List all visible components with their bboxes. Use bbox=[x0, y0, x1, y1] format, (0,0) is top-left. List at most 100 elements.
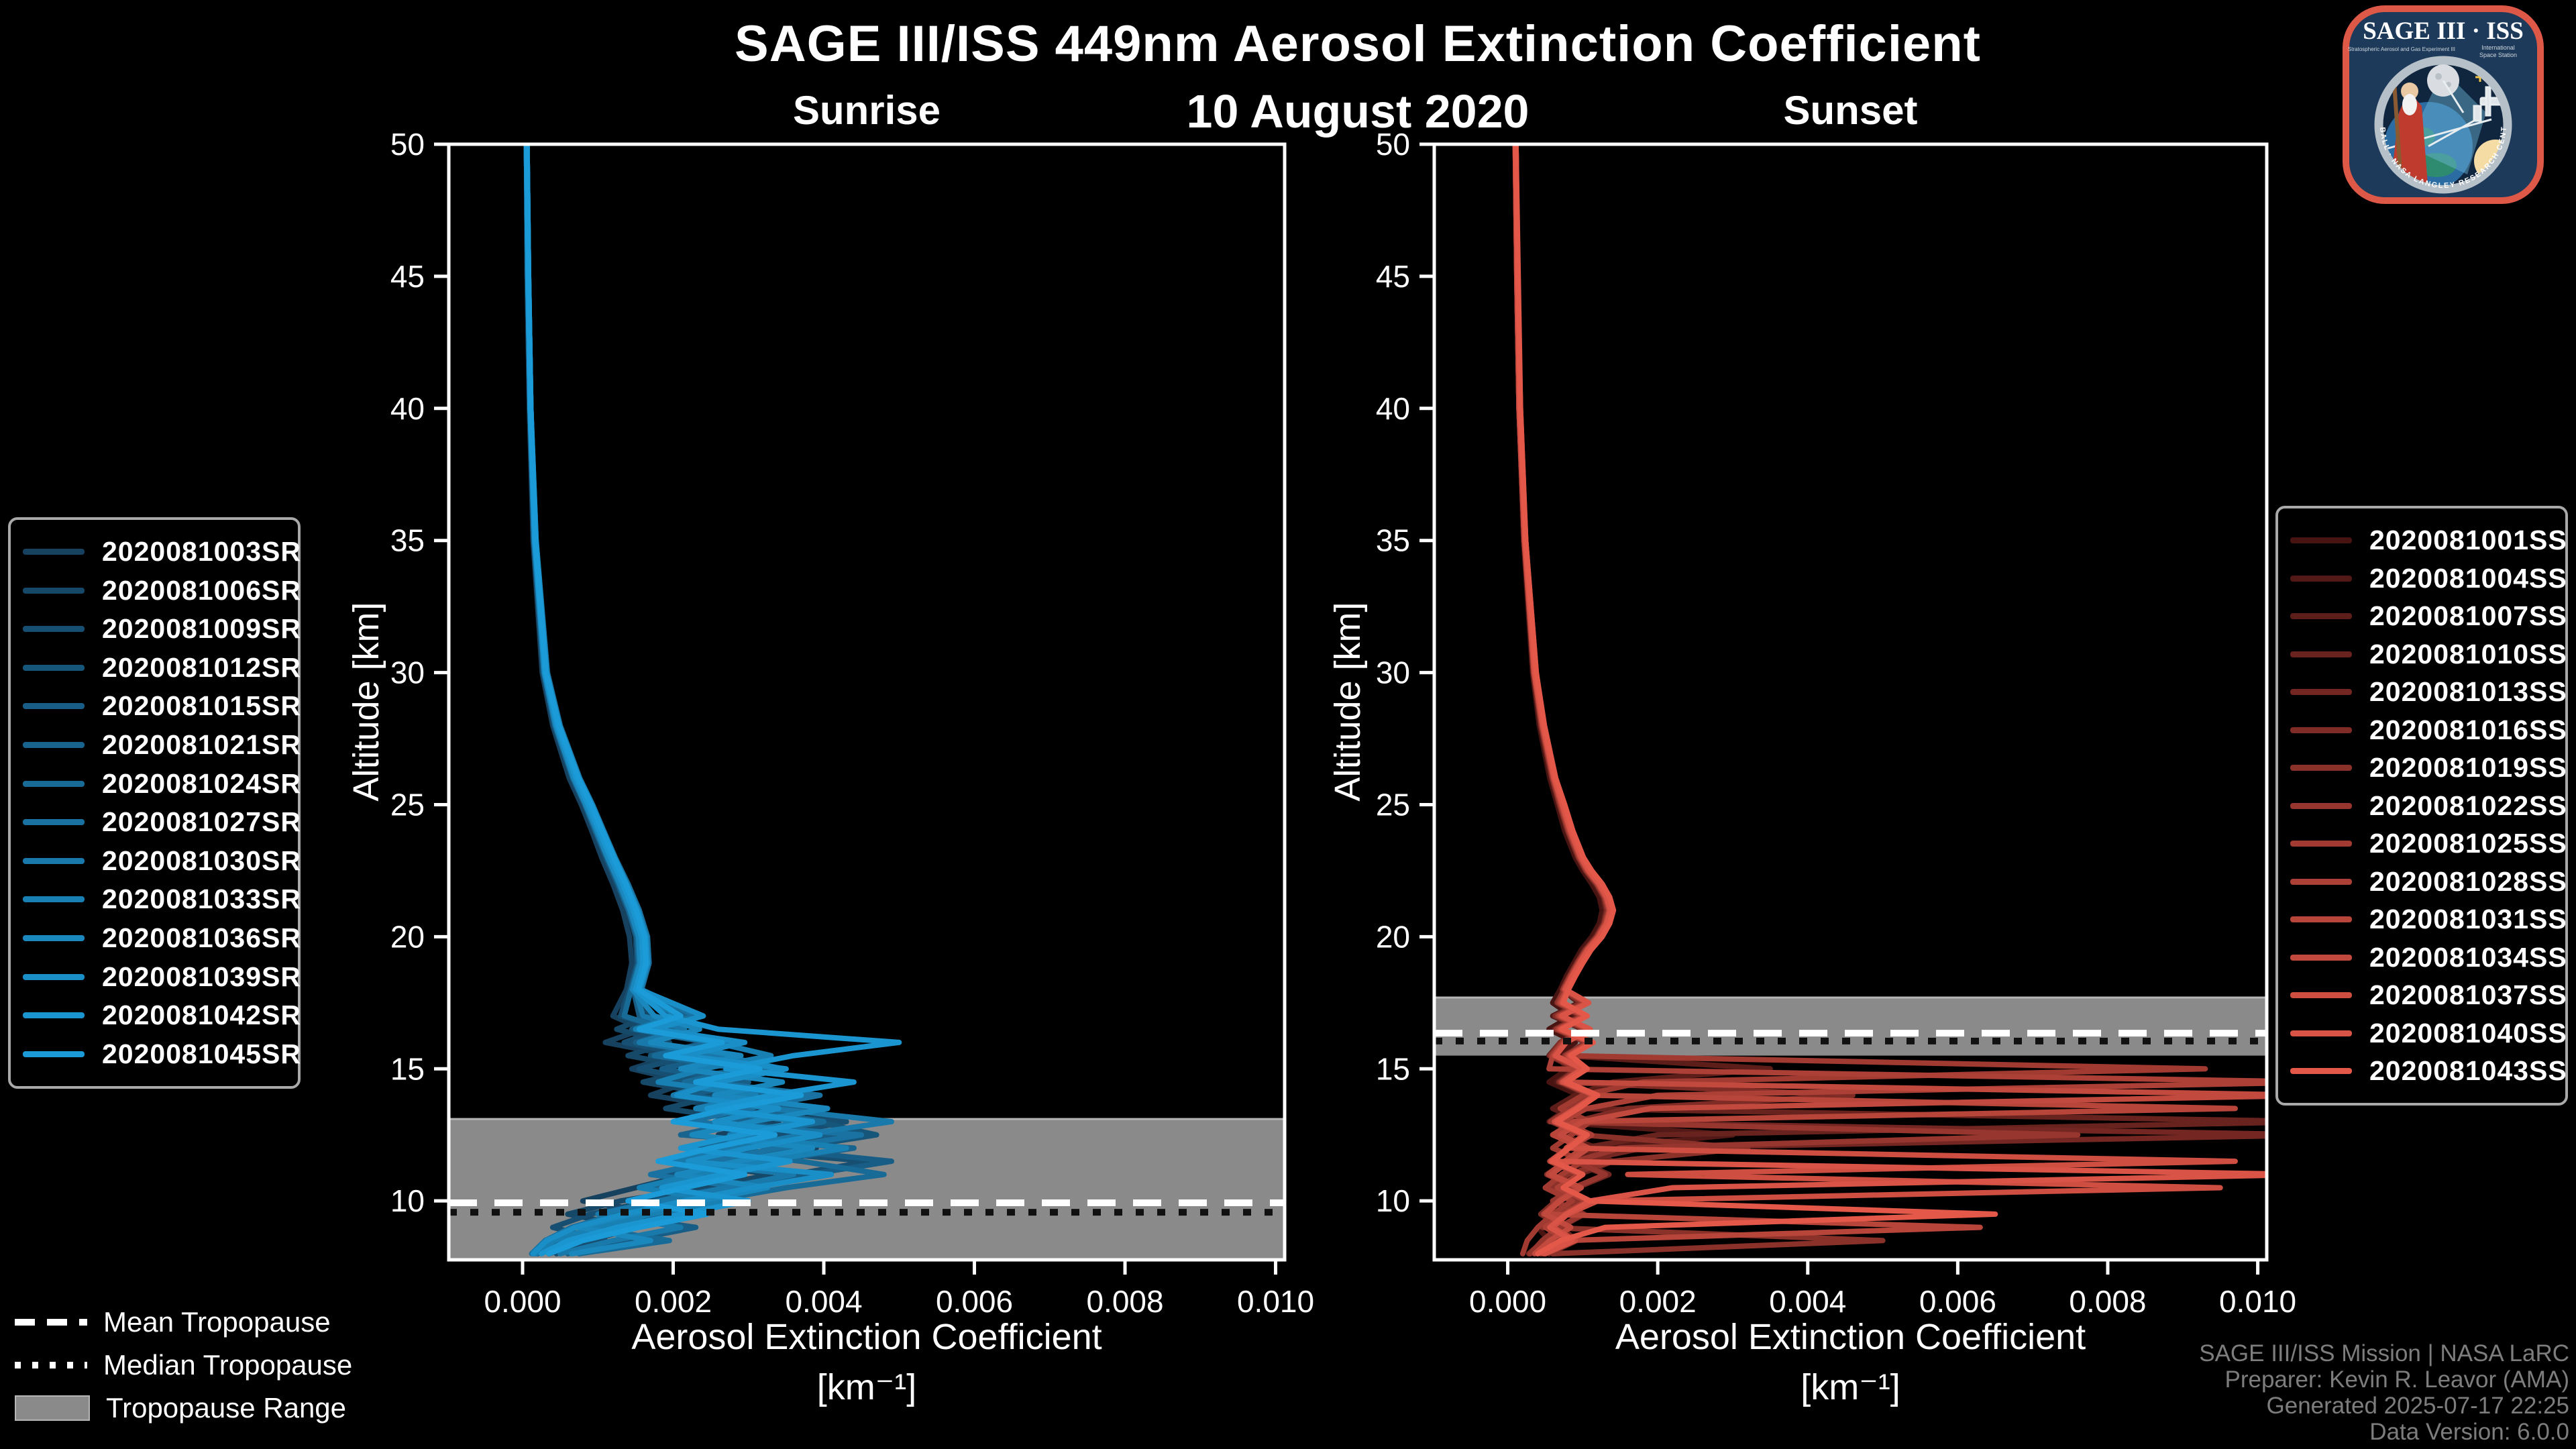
legend-item-label: 2020081016SS bbox=[2369, 714, 2567, 745]
x-tick-label: 0.000 bbox=[1469, 1284, 1546, 1319]
legend-line-swatch bbox=[2290, 954, 2352, 961]
legend-line-swatch bbox=[23, 549, 85, 555]
legend-line-swatch bbox=[23, 742, 85, 749]
legend-item: 2020081033SR bbox=[23, 883, 301, 915]
credit-line-generated: Generated 2025-07-17 22:25 bbox=[2266, 1393, 2569, 1419]
y-tick-label: 10 bbox=[390, 1183, 425, 1218]
legend-item-label: 2020081019SS bbox=[2369, 752, 2567, 783]
legend-item: 2020081024SR bbox=[23, 768, 301, 800]
legend-item-label: 2020081034SS bbox=[2369, 941, 2567, 973]
legend-item-label: 2020081039SR bbox=[102, 961, 301, 992]
legend-item-label: 2020081036SR bbox=[102, 922, 301, 954]
sunrise-plot-frame bbox=[447, 142, 1287, 1262]
sunrise-profile-lines bbox=[523, 144, 902, 1256]
x-tick-label: 0.002 bbox=[1619, 1284, 1697, 1319]
legend-item-label: 2020081042SR bbox=[102, 1000, 301, 1031]
y-tick-label: 15 bbox=[1376, 1051, 1410, 1086]
credit-line-version: Data Version: 6.0.0 bbox=[2369, 1419, 2569, 1445]
patch-subtitle-right-2: Space Station bbox=[2479, 52, 2517, 58]
credit-line-preparer: Preparer: Kevin R. Leavor (AMA) bbox=[2224, 1366, 2569, 1393]
legend-item-label: 2020081025SS bbox=[2369, 828, 2567, 859]
legend-line-swatch bbox=[2290, 651, 2352, 657]
legend-item: 2020081013SS bbox=[2290, 676, 2567, 708]
patch-subtitle-right-1: International bbox=[2481, 44, 2515, 51]
x-tick-label: 0.008 bbox=[1086, 1284, 1163, 1319]
x-tick-label: 0.004 bbox=[785, 1284, 862, 1319]
legend-item: 2020081010SS bbox=[2290, 639, 2567, 670]
y-tick-label: 45 bbox=[1376, 259, 1410, 294]
legend-line-swatch bbox=[23, 780, 85, 787]
legend-item-label: 2020081015SR bbox=[102, 690, 301, 722]
sunset-panel-title: Sunset bbox=[1783, 88, 1918, 133]
tropopause-legend-item: Tropopause Range bbox=[15, 1392, 352, 1424]
sunset-profile-lines bbox=[1512, 144, 2267, 1256]
sunrise-events-legend: 2020081003SR 2020081006SR 2020081009SR 2020… bbox=[8, 517, 301, 1089]
y-tick-label: 20 bbox=[390, 919, 425, 954]
legend-item: 2020081037SS bbox=[2290, 979, 2567, 1011]
legend-item-label: 2020081007SS bbox=[2369, 600, 2567, 631]
legend-line-swatch bbox=[23, 896, 85, 903]
legend-line-swatch bbox=[23, 587, 85, 594]
legend-item: 2020081028SS bbox=[2290, 866, 2567, 898]
x-tick-label: 0.006 bbox=[936, 1284, 1013, 1319]
legend-line-swatch bbox=[23, 857, 85, 864]
sunset-y-axis-label: Altitude [km] bbox=[1328, 602, 1368, 802]
y-tick-label: 25 bbox=[390, 787, 425, 822]
credits-block: SAGE III/ISS Mission | NASA LaRC Prepare… bbox=[2199, 1340, 2569, 1445]
legend-item: 2020081022SS bbox=[2290, 790, 2567, 822]
y-tick-label: 15 bbox=[390, 1051, 425, 1086]
profile-line-2020081001SS bbox=[1512, 144, 1605, 1256]
legend-item-label: 2020081009SR bbox=[102, 613, 301, 645]
y-tick-label: 30 bbox=[390, 655, 425, 690]
legend-line-swatch bbox=[2290, 613, 2352, 619]
y-tick-label: 50 bbox=[390, 127, 425, 162]
patch-subtitle-left: Stratospheric Aerosol and Gas Experiment… bbox=[2348, 46, 2455, 52]
legend-item: 2020081019SS bbox=[2290, 752, 2567, 784]
legend-item-label: 2020081021SR bbox=[102, 729, 301, 761]
x-tick-label: 0.008 bbox=[2069, 1284, 2146, 1319]
panel-sunset: 0.000 0.002 0.004 0.006 0.008 0.010 50 45 40 35 30… bbox=[1376, 127, 2296, 1319]
legend-item-label: 2020081022SS bbox=[2369, 790, 2567, 821]
legend-item: 2020081025SS bbox=[2290, 828, 2567, 859]
tropopause-legend-label: Mean Tropopause bbox=[103, 1306, 331, 1338]
profile-line-2020081033SR bbox=[524, 144, 849, 1256]
sunset-x-axis-label: Aerosol Extinction Coefficient bbox=[1615, 1317, 2086, 1357]
sunset-plot-frame bbox=[1432, 142, 2269, 1262]
x-tick-label: 0.004 bbox=[1769, 1284, 1846, 1319]
legend-item-label: 2020081024SR bbox=[102, 767, 301, 799]
legend-line-swatch bbox=[23, 973, 85, 980]
sunset-x-axis-units: [km⁻¹] bbox=[1801, 1367, 1900, 1407]
patch-title: SAGE III · ISS bbox=[2363, 17, 2524, 45]
legend-item: 2020081001SS bbox=[2290, 525, 2567, 556]
legend-line-swatch bbox=[23, 819, 85, 826]
x-tick-label: 0.002 bbox=[635, 1284, 712, 1319]
x-tick-label: 0.006 bbox=[1919, 1284, 1996, 1319]
legend-item: 2020081007SS bbox=[2290, 600, 2567, 632]
legend-item: 2020081015SR bbox=[23, 690, 301, 722]
legend-item-label: 2020081003SR bbox=[102, 536, 301, 567]
legend-line-swatch bbox=[2290, 1030, 2352, 1036]
legend-item: 2020081043SS bbox=[2290, 1055, 2567, 1087]
tropopause-legend-item: Mean Tropopause bbox=[15, 1306, 352, 1338]
y-tick-label: 40 bbox=[390, 391, 425, 426]
legend-item: 2020081040SS bbox=[2290, 1018, 2567, 1049]
x-tick-label: 0.000 bbox=[484, 1284, 561, 1319]
y-tick-label: 50 bbox=[1376, 127, 1410, 162]
legend-item-label: 2020081006SR bbox=[102, 574, 301, 606]
legend-line-swatch bbox=[23, 703, 85, 710]
legend-item-label: 2020081004SS bbox=[2369, 562, 2567, 594]
tropopause-legend-item: Median Tropopause bbox=[15, 1349, 352, 1381]
y-tick-label: 45 bbox=[390, 259, 425, 294]
legend-item: 2020081027SR bbox=[23, 806, 301, 838]
legend-item-label: 2020081031SS bbox=[2369, 904, 2567, 934]
iss-spacecraft bbox=[2383, 80, 2504, 162]
y-tick-label: 25 bbox=[1376, 787, 1410, 822]
legend-item-label: 2020081028SS bbox=[2369, 865, 2567, 897]
tropopause-legend: Mean Tropopause Median Tropopause Tropopau… bbox=[15, 1306, 352, 1424]
tropopause-legend-label: Median Tropopause bbox=[103, 1349, 353, 1381]
sunrise-x-axis-label: Aerosol Extinction Coefficient bbox=[631, 1317, 1102, 1357]
legend-line-swatch bbox=[2290, 878, 2352, 885]
y-tick-label: 35 bbox=[1376, 523, 1410, 558]
legend-line-swatch bbox=[2290, 802, 2352, 809]
legend-item-label: 2020081037SS bbox=[2369, 979, 2567, 1010]
